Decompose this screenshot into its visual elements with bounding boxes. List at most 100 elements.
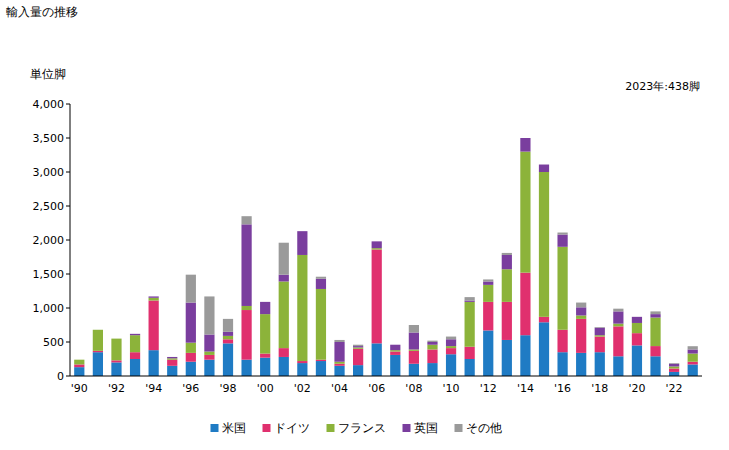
bar-segment [632,316,642,317]
bar-segment [93,352,103,376]
bar-segment [650,356,660,376]
bar-segment [520,138,530,152]
y-tick [66,172,70,173]
bar-segment [74,359,84,360]
bar-segment [688,349,698,353]
bar-segment [409,351,419,364]
bar-segment [613,309,623,312]
bar-segment [186,303,196,343]
bar-segment [539,164,549,165]
x-tick-label: '08 [405,382,422,395]
bar-segment [390,350,400,351]
y-tick [66,240,70,241]
bar-segment [223,343,233,376]
bar-segment [595,327,605,329]
bar-segment [613,324,623,327]
y-tick-label: 4,000 [33,98,65,111]
bar-segment [390,344,400,345]
x-tick-label: '02 [294,382,311,395]
bar-segment [595,328,605,335]
bar-segment [334,340,344,342]
x-tick-label: '06 [368,382,385,395]
bar-segment [204,360,214,376]
bar-segment [465,347,475,359]
bar-segment [334,362,344,364]
bar-segment [297,255,307,361]
bar-segment [111,339,121,361]
bar-segment [632,345,642,376]
bar-segment [74,359,84,360]
bar-segment [372,250,382,344]
bar-segment [241,310,251,360]
y-tick [66,104,70,105]
bar-segment [632,317,642,323]
y-tick-label: 2,500 [33,200,65,213]
bar-segment [93,351,103,352]
y-tick [66,206,70,207]
bar-segment [167,360,177,366]
y-tick-label: 2,000 [33,234,65,247]
bar-segment [650,318,660,347]
chart: 輸入量の推移単位脚2023年:438脚05001,0001,5002,0002,… [0,0,729,450]
y-label: 単位脚 [30,67,66,81]
bar-segment [130,333,140,334]
bar-segment [446,337,456,340]
bar-segment [372,248,382,249]
annotation: 2023年:438脚 [625,80,700,93]
bar-segment [520,273,530,336]
bar-segment [409,364,419,376]
x-tick-label: '00 [257,382,274,395]
bar-segment [186,362,196,376]
bar-segment [93,330,103,351]
bar-segment [241,224,251,306]
bar-segment [446,348,456,354]
bar-segment [353,365,363,376]
bar-segment [74,360,84,365]
bar-segment [576,307,586,315]
bar-segment [557,233,567,235]
bar-segment [130,352,140,359]
x-tick-label: '12 [480,382,497,395]
bar-segment [353,345,363,346]
legend-swatch [455,424,463,432]
bar-segment [130,334,140,335]
bar-segment [93,329,103,330]
bar-segment [167,356,177,357]
bar-segment [576,315,586,318]
y-tick-label: 3,000 [33,166,65,179]
bar-segment [688,346,698,349]
bar-segment [483,281,493,284]
x-tick-label: '90 [71,382,88,395]
x-tick-label: '16 [554,382,571,395]
bar-segment [502,255,512,269]
bar-segment [186,353,196,362]
bar-segment [149,298,159,301]
bar-segment [465,302,475,347]
bar-segment [502,269,512,302]
bar-segment [223,339,233,343]
bar-segment [130,335,140,352]
bar-segment [669,369,679,372]
y-tick-label: 1,500 [33,268,65,281]
bar-segment [390,352,400,355]
bar-segment [260,314,270,353]
bar-segment [427,341,437,342]
y-tick [66,342,70,343]
bar-segment [502,340,512,376]
bar-segment [427,349,437,363]
bar-segment [167,357,177,358]
bar-segment [223,319,233,332]
bar-segment [427,363,437,376]
bar-segment [390,355,400,376]
bar-segment [613,311,623,323]
bar-segment [260,354,270,358]
bar-segment [279,275,289,282]
bar-segment [353,349,363,365]
bar-segment [186,343,196,353]
bar-segment [372,241,382,242]
x-tick-label: '14 [517,382,534,395]
bar-segment [260,301,270,302]
bar-segment [613,326,623,356]
bar-segment [149,350,159,376]
bar-segment [650,311,660,314]
